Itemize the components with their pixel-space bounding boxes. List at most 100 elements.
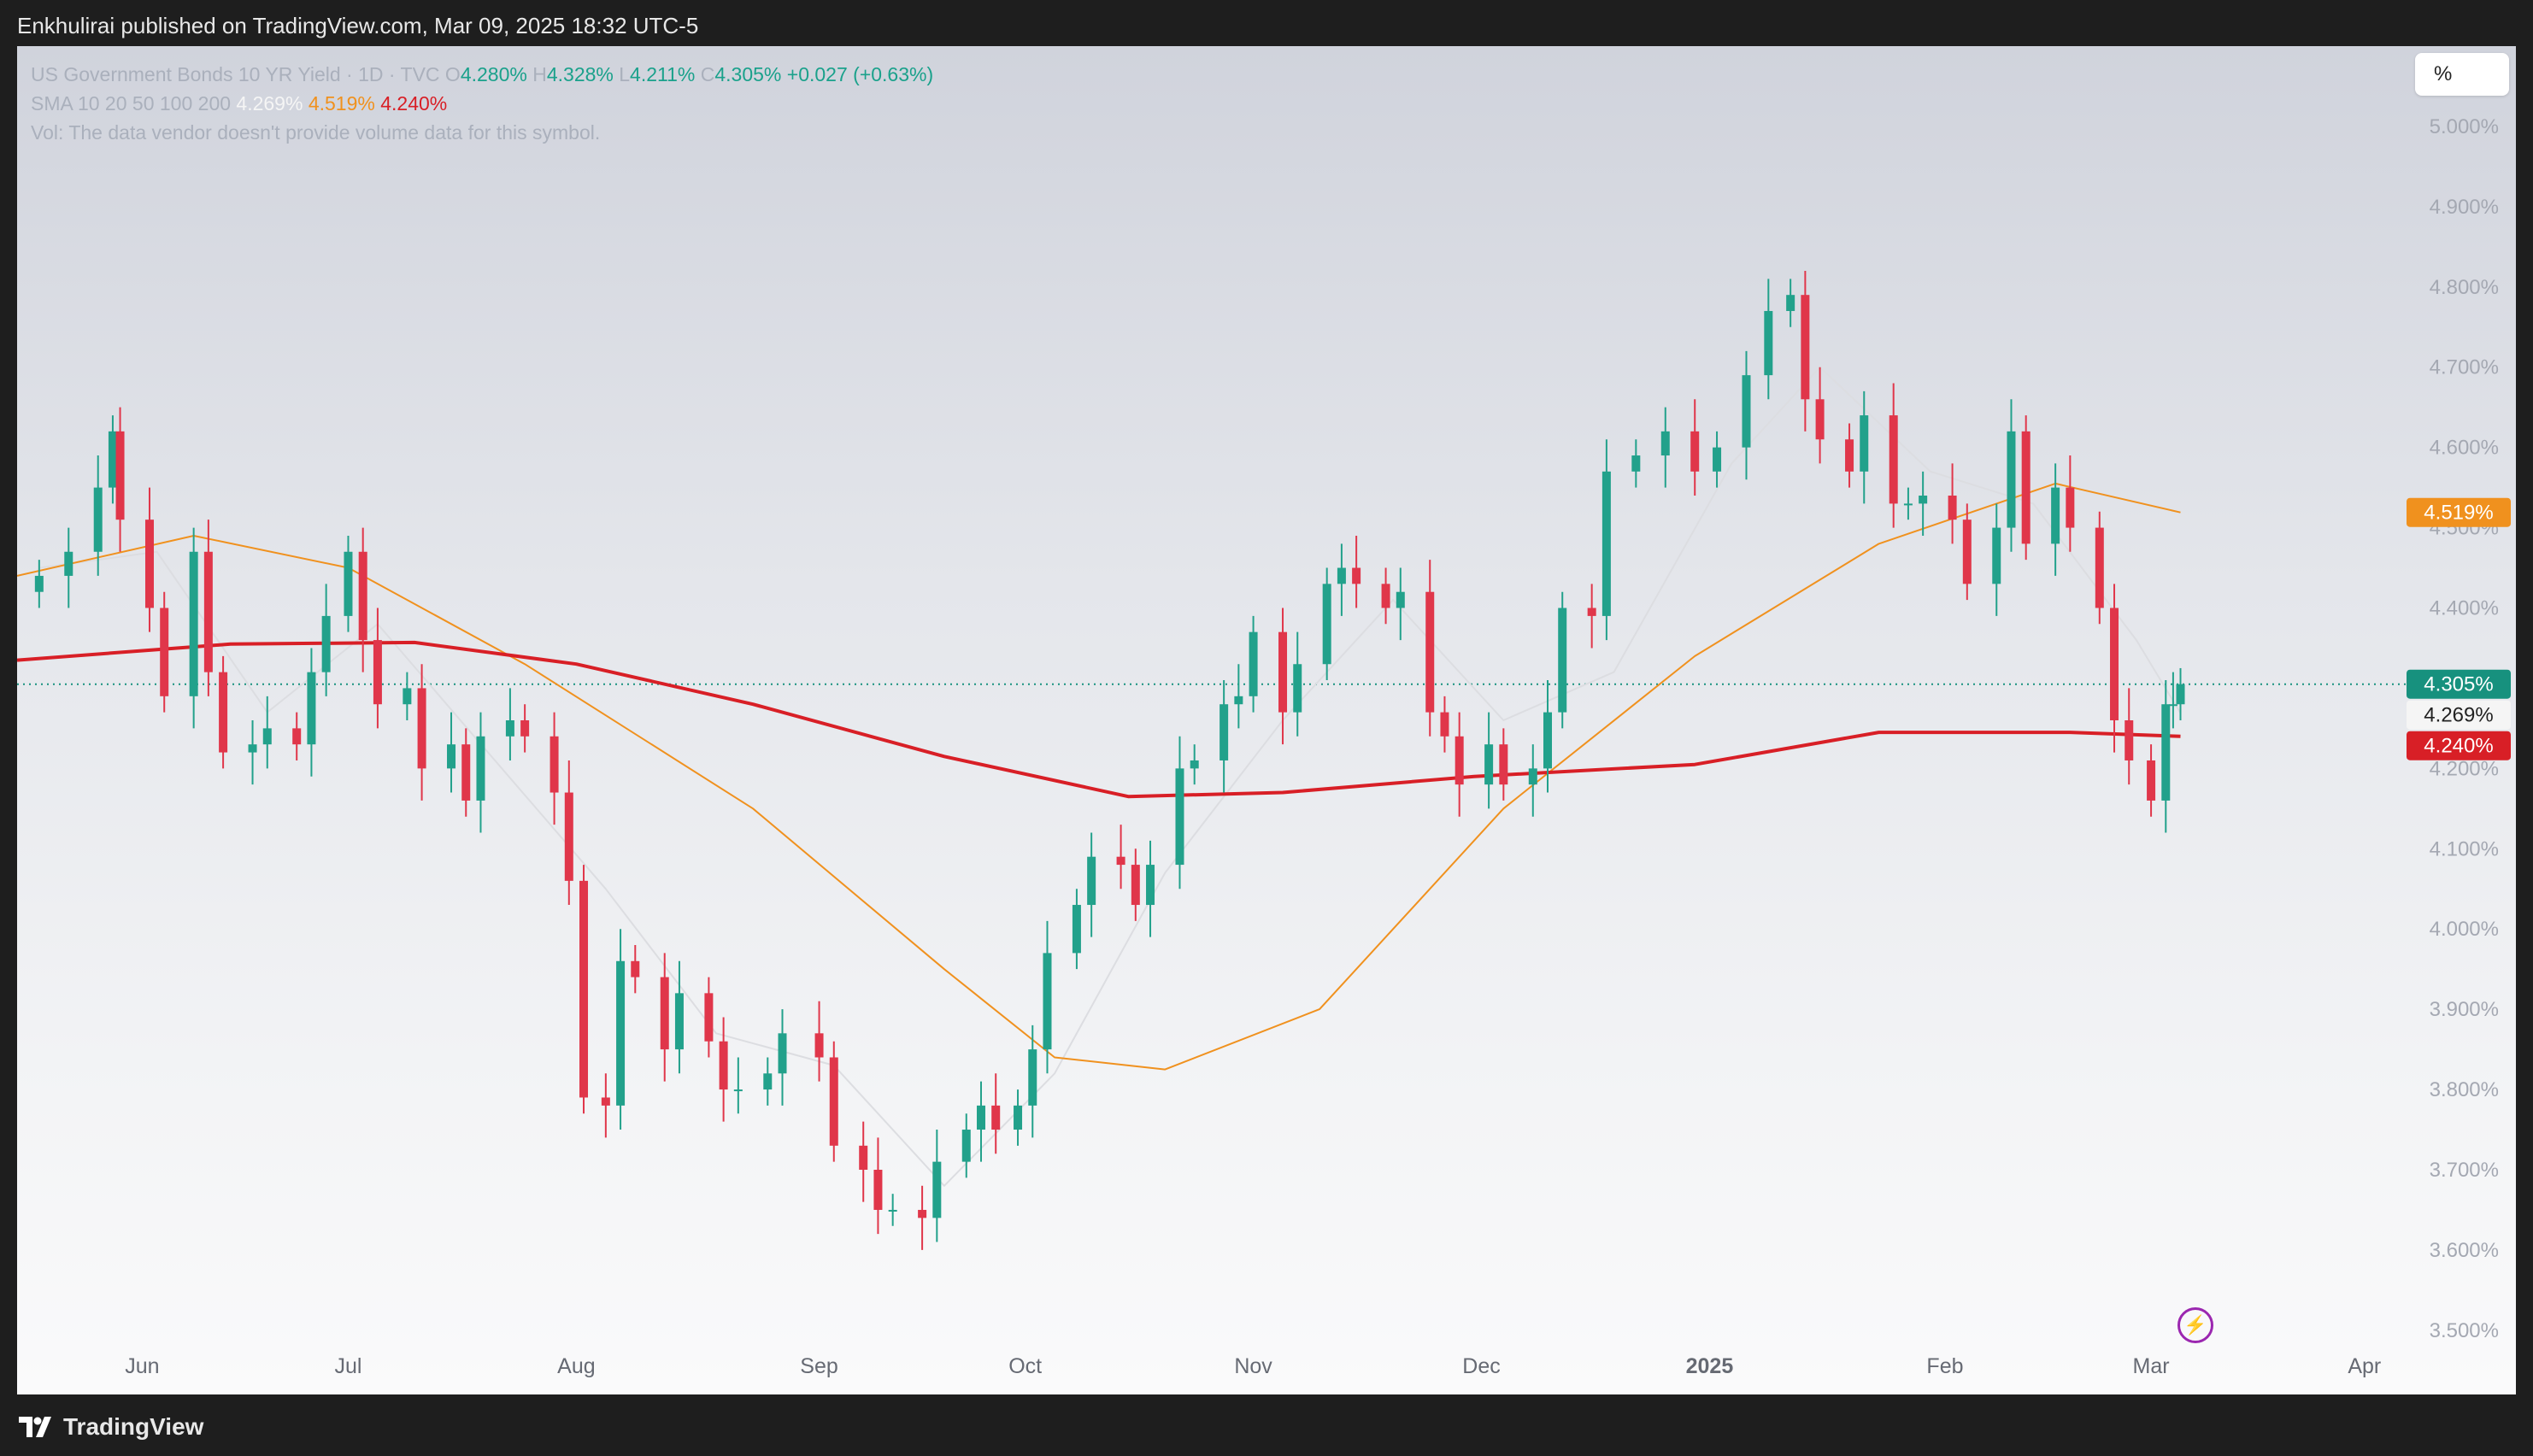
close-label: C	[700, 63, 715, 85]
change-value: +0.027 (+0.63%)	[786, 63, 934, 85]
candle-body	[1293, 664, 1302, 713]
y-tick-label: 4.800%	[2430, 276, 2499, 299]
candle-body	[778, 1033, 787, 1074]
candle-body	[2168, 704, 2177, 707]
published-text: Enkhulirai published on TradingView.com,…	[17, 13, 699, 38]
high-value: 4.328%	[546, 63, 614, 85]
low-label: L	[619, 63, 631, 85]
candle-body	[520, 720, 530, 737]
candle-body	[219, 672, 228, 753]
x-tick-label: Jul	[334, 1354, 361, 1378]
candle-body	[918, 1209, 927, 1218]
sma100-line	[17, 482, 2181, 1071]
lightning-icon[interactable]: ⚡	[2177, 1307, 2213, 1343]
tradingview-brand: TradingView	[63, 1413, 204, 1440]
candle-body	[564, 792, 573, 881]
tv-logo-icon	[19, 1417, 51, 1437]
candle-body	[2110, 608, 2119, 720]
x-tick-label: Mar	[2133, 1354, 2170, 1378]
candle-body	[733, 1089, 743, 1092]
footer: TradingView	[0, 1394, 2533, 1456]
candle-body	[1352, 567, 1361, 584]
candle-body	[2021, 431, 2031, 544]
candle-body	[403, 688, 412, 705]
price-tag-label: 4.519%	[2424, 502, 2493, 525]
x-tick-label: Dec	[1462, 1354, 1500, 1378]
candle-body	[991, 1105, 1001, 1130]
candle-body	[307, 672, 316, 745]
candle-body	[1742, 375, 1751, 448]
y-tick-label: 4.700%	[2430, 356, 2499, 379]
candle-body	[1903, 503, 1913, 506]
candle-body	[2147, 760, 2156, 801]
candle-body	[616, 960, 626, 1106]
chart-area[interactable]: 3.500% 3.600% 3.700% 3.800% 3.900% 4.000% 4.10…	[17, 46, 2516, 1394]
candle-body	[1219, 704, 1229, 760]
candle-body	[2095, 527, 2104, 608]
candle-body	[1484, 744, 1494, 785]
candle-body	[1815, 399, 1825, 440]
candle-body	[601, 1097, 610, 1106]
candle-body	[763, 1073, 773, 1090]
candle-body	[1528, 768, 1537, 785]
sma-row: SMA 10 20 50 100 200 4.269% 4.519% 4.240…	[31, 89, 933, 118]
candle-body	[631, 960, 640, 978]
open-label: O	[444, 63, 461, 85]
candle-body	[115, 431, 125, 520]
open-value: 4.280%	[460, 63, 527, 85]
candle-body	[461, 744, 471, 801]
candle-body	[2066, 487, 2075, 528]
y-tick-label: 5.000%	[2430, 115, 2499, 138]
price-tag	[2407, 497, 2511, 527]
candle-body	[1543, 712, 1553, 769]
candle-body	[719, 1041, 728, 1090]
candle-body	[160, 608, 169, 696]
high-label: H	[532, 63, 547, 85]
sma10-value: 4.269%	[236, 92, 303, 114]
candle-body	[1234, 696, 1243, 705]
price-tag	[2407, 731, 2511, 760]
candle-body	[1278, 631, 1288, 713]
x-tick-label: Sep	[800, 1354, 837, 1378]
tradingview-logo[interactable]: TradingView	[19, 1413, 203, 1441]
candle-body	[373, 640, 382, 705]
y-tick-label: 4.100%	[2430, 837, 2499, 860]
candle-body	[2125, 720, 2134, 760]
percent-scale-button[interactable]: %	[2415, 53, 2509, 96]
candlestick-chart[interactable]: 3.500% 3.600% 3.700% 3.800% 3.900% 4.000% 4.10…	[17, 46, 2516, 1394]
candle-body	[1396, 591, 1405, 608]
candle-body	[1116, 856, 1125, 866]
candle-body	[93, 487, 103, 552]
y-tick-label: 4.000%	[2430, 918, 2499, 941]
y-tick-label: 4.600%	[2430, 437, 2499, 460]
y-tick-label: 3.700%	[2430, 1159, 2499, 1182]
candle-body	[1455, 736, 1464, 785]
y-tick-label: 3.500%	[2430, 1319, 2499, 1342]
candle-body	[144, 520, 154, 608]
symbol-title: US Government Bonds 10 YR Yield · 1D · T…	[31, 63, 440, 85]
candle-body	[1786, 295, 1795, 311]
candle-body	[1948, 496, 1957, 520]
volume-note: Vol: The data vendor doesn't provide vol…	[31, 121, 601, 144]
candle-body	[1919, 496, 1928, 504]
candle-body	[1713, 447, 1722, 472]
candle-body	[1631, 455, 1641, 472]
candle-body	[64, 551, 73, 576]
x-tick-label: Apr	[2348, 1354, 2381, 1378]
x-tick-label: Nov	[1234, 1354, 1272, 1378]
candle-body	[1690, 431, 1700, 472]
candle-body	[1845, 439, 1854, 472]
candle-body	[1014, 1105, 1023, 1130]
candle-body	[476, 736, 485, 801]
candle-body	[859, 1145, 868, 1170]
candle-body	[1660, 431, 1670, 456]
price-tag-label: 4.305%	[2424, 673, 2493, 696]
candle-body	[417, 688, 426, 769]
candle-body	[1499, 744, 1508, 785]
candle-body	[248, 744, 257, 753]
candle-body	[1962, 520, 1972, 584]
candle-body	[1889, 415, 1898, 504]
published-header: Enkhulirai published on TradingView.com,…	[0, 0, 2533, 46]
candle-body	[1028, 1049, 1037, 1106]
y-tick-label: 4.900%	[2430, 196, 2499, 219]
